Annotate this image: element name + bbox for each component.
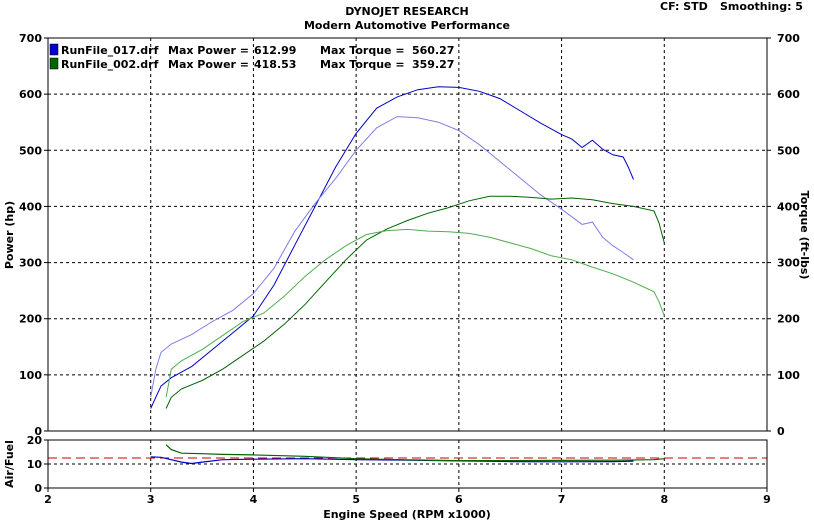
af-plot-frame [47,439,768,489]
power-tick-0: 0 [34,425,42,438]
rpm-tick-8: 8 [660,493,668,506]
legend: RunFile_017.drf Max Power = 612.99 Max T… [49,43,454,71]
rpm-tick-6: 6 [455,493,463,506]
legend-maxtorque-value-run002: 359.27 [412,58,454,71]
rpm-axis-label: Engine Speed (RPM x1000) [323,508,491,521]
rpm-tick-5: 5 [352,493,360,506]
power-tick-500: 500 [19,144,42,157]
power-tick-600: 600 [19,88,42,101]
af-tick-20: 20 [27,434,43,447]
smoothing-label: Smoothing: 5 [720,0,803,13]
af-tick-10: 10 [27,458,43,471]
rpm-tick-2: 2 [44,493,52,506]
main-series [150,86,665,409]
legend-maxpower-value-run017: 612.99 [254,44,296,57]
power-tick-200: 200 [19,313,42,326]
main-plot-frame [47,37,768,432]
power-axis-label: Power (hp) [3,201,16,269]
chart-subtitle: Modern Automotive Performance [303,19,510,32]
legend-maxtorque-value-run017: 560.27 [412,44,454,57]
torque-tick-600: 600 [777,88,800,101]
torque-tick-300: 300 [777,257,800,270]
power-tick-700: 700 [19,32,42,45]
rpm-tick-7: 7 [558,493,566,506]
af-series-run002 [165,444,665,462]
series-run017-power [150,86,634,409]
af-series [150,444,665,465]
rpm-axis-ticks: 2 3 4 5 6 7 8 9 [44,488,771,506]
af-grid [48,440,767,488]
series-run002-torque [165,228,665,398]
torque-axis-ticks: 0 100 200 300 400 500 600 700 [767,32,800,438]
main-grid [48,38,767,431]
af-series-run017 [150,456,634,465]
torque-tick-700: 700 [777,32,800,45]
torque-tick-500: 500 [777,144,800,157]
legend-maxpower-value-run002: 418.53 [254,58,296,71]
af-axis-label: Air/Fuel [3,440,16,488]
rpm-tick-4: 4 [250,493,258,506]
rpm-tick-9: 9 [763,493,771,506]
torque-tick-100: 100 [777,369,800,382]
af-tick-0: 0 [34,482,42,495]
rpm-tick-3: 3 [147,493,155,506]
power-tick-300: 300 [19,257,42,270]
series-run017-torque [150,116,634,398]
legend-maxtorque-label-run017: Max Torque = [320,44,405,57]
legend-maxpower-label-run002: Max Power = [168,58,249,71]
torque-tick-400: 400 [777,200,800,213]
cf-label: CF: STD [660,0,708,13]
power-axis-ticks: 0 100 200 300 400 500 600 700 [19,32,48,438]
legend-swatch-run002 [49,57,59,70]
af-axis-ticks: 0 10 20 [27,434,48,495]
torque-axis-label: Torque (ft-lbs) [798,191,811,280]
legend-file-run017: RunFile_017.drf [61,44,159,57]
power-tick-100: 100 [19,369,42,382]
legend-swatch-run017 [49,43,59,56]
legend-file-run002: RunFile_002.drf [61,58,159,71]
torque-tick-0: 0 [777,425,785,438]
legend-maxtorque-label-run002: Max Torque = [320,58,405,71]
torque-tick-200: 200 [777,313,800,326]
legend-maxpower-label-run017: Max Power = [168,44,249,57]
series-run002-power [165,195,665,409]
company-title: DYNOJET RESEARCH [345,5,469,18]
power-tick-400: 400 [19,200,42,213]
